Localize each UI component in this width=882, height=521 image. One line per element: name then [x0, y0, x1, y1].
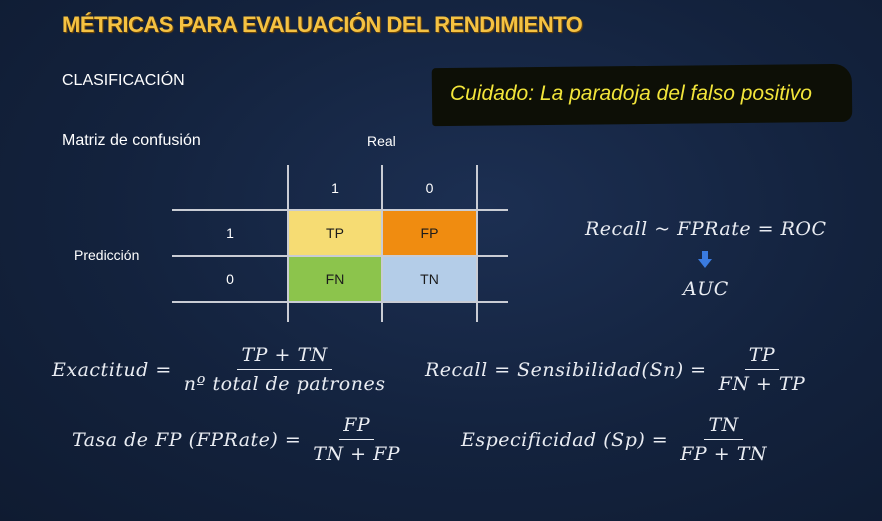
fprate-lhs: Tasa de FP (FPRate) =	[72, 428, 302, 451]
auc-label: AUC	[683, 278, 729, 300]
col-header-0: 0	[425, 179, 434, 196]
accuracy-formula: Exactitud = TP + TN nº total de patrones	[52, 344, 389, 395]
row-header-0: 0	[226, 271, 234, 287]
grid-line	[172, 209, 508, 211]
prediction-axis-label: Predicción	[74, 247, 140, 263]
specificity-denominator: FP + TN	[680, 443, 767, 465]
accuracy-denominator: nº total de patrones	[183, 373, 386, 395]
specificity-lhs: Especificidad (Sp) =	[461, 428, 669, 451]
accuracy-numerator: TP + TN	[237, 344, 332, 370]
matrix-label: Matriz de confusión	[62, 132, 201, 149]
specificity-numerator: TN	[704, 414, 743, 440]
col-header-1: 1	[331, 179, 339, 196]
cell-fp: FP	[382, 210, 477, 256]
real-axis-label: Real	[367, 133, 396, 149]
recall-formula: Recall = Sensibilidad(Sn) = TP FN + TP	[425, 344, 809, 395]
cell-tp: TP	[288, 210, 382, 256]
fprate-denominator: TN + FP	[313, 443, 401, 465]
fprate-numerator: FP	[339, 414, 375, 440]
fprate-formula: Tasa de FP (FPRate) = FP TN + FP	[72, 414, 404, 465]
cell-fn: FN	[288, 256, 382, 302]
grid-line	[476, 165, 478, 322]
down-arrow-icon	[698, 251, 712, 268]
accuracy-lhs: Exactitud =	[52, 358, 172, 381]
recall-numerator: TP	[744, 344, 780, 370]
grid-line	[172, 255, 508, 257]
row-header-1: 1	[226, 225, 234, 241]
grid-line	[172, 301, 508, 303]
cell-tn: TN	[382, 256, 477, 302]
grid-line	[287, 165, 289, 322]
grid-line	[381, 165, 383, 322]
roc-relation: Recall ~ FPRate = ROC	[585, 218, 827, 240]
page-title: MÉTRICAS PARA EVALUACIÓN DEL RENDIMIENTO	[62, 12, 583, 37]
section-heading: CLASIFICACIÓN	[62, 72, 185, 89]
recall-denominator: FN + TP	[718, 373, 806, 395]
specificity-formula: Especificidad (Sp) = TN FP + TN	[461, 414, 771, 465]
callout-text: Cuidado: La paradoja del falso positivo	[450, 82, 812, 105]
recall-lhs: Recall = Sensibilidad(Sn) =	[425, 358, 707, 381]
